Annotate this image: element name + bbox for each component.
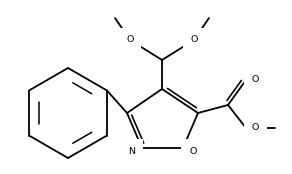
Text: O: O (189, 147, 197, 156)
Text: O: O (252, 76, 259, 85)
Text: O: O (126, 35, 134, 45)
Text: O: O (190, 35, 198, 45)
Text: N: N (128, 147, 135, 156)
Text: O: O (252, 124, 259, 132)
